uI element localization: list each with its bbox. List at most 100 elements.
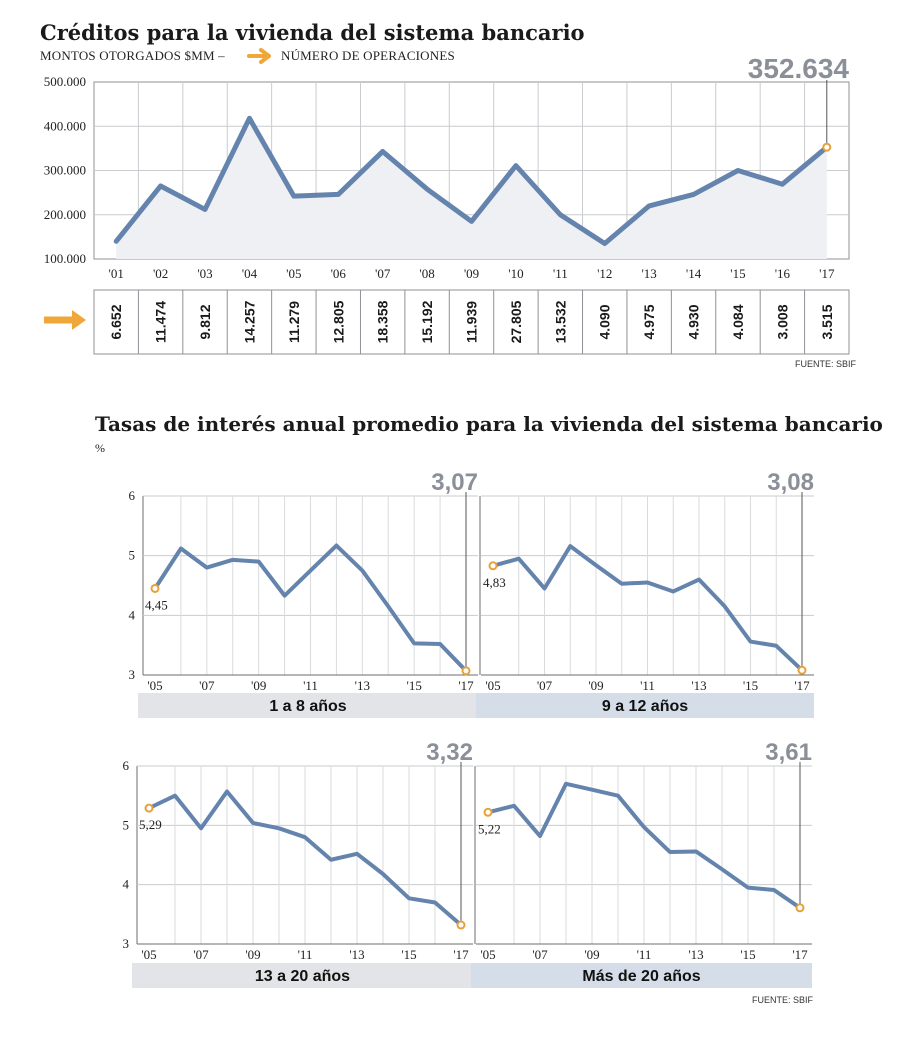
top-xtick-label: '02 — [153, 266, 168, 281]
top-xtick-label: '08 — [419, 266, 434, 281]
rate-start-label: 5,29 — [139, 817, 162, 832]
operations-value: 3.008 — [774, 304, 790, 339]
rate-xtick-label: '13 — [349, 947, 364, 962]
rate-start-label: 4,83 — [483, 575, 506, 590]
rate-xtick-label: '15 — [406, 678, 421, 693]
top-chart-title: Créditos para la vivienda del sistema ba… — [40, 20, 585, 45]
operations-value: 14.257 — [241, 300, 257, 343]
operations-value: 11.474 — [153, 301, 169, 343]
rate-ytick-label: 6 — [123, 758, 130, 773]
rate-end-marker — [795, 903, 805, 913]
top-source: FUENTE: SBIF — [794, 359, 856, 369]
operations-table — [93, 289, 850, 355]
rate-xtick-label: '05 — [147, 678, 162, 693]
rate-start-label: 5,22 — [478, 821, 501, 836]
operations-value: 15.192 — [419, 300, 435, 343]
top-xtick-label: '01 — [109, 266, 124, 281]
rate-xtick-label: '07 — [532, 947, 548, 962]
top-xtick-label: '06 — [331, 266, 347, 281]
rate-xtick-label: '13 — [691, 678, 706, 693]
top-highlight-value: 352.634 — [748, 53, 850, 84]
rate-ytick-label: 5 — [123, 817, 130, 832]
top-area — [116, 118, 827, 259]
rate-term-label: 1 a 8 años — [269, 698, 346, 715]
rate-start-marker — [488, 561, 498, 571]
top-xtick-label: '13 — [641, 266, 656, 281]
rate-term-label: Más de 20 años — [582, 968, 700, 985]
top-chart: 100.000 200.000 300.000 400.000 500.000 352.6… — [44, 53, 850, 355]
rate-end-marker — [461, 666, 471, 676]
rate-xtick-label: '17 — [458, 678, 474, 693]
rate-xtick-label: '07 — [193, 947, 209, 962]
rate-series-line — [486, 781, 802, 910]
rate-xtick-label: '11 — [298, 947, 313, 962]
rate-term-band — [138, 693, 478, 718]
top-xtick-label: '15 — [730, 266, 745, 281]
rate-start-marker — [144, 803, 154, 813]
rate-term-label: 13 a 20 años — [255, 968, 350, 985]
rate-xtick-label: '05 — [480, 947, 495, 962]
rate-end-marker — [456, 920, 466, 930]
top-ytick-label: 100.000 — [44, 251, 86, 266]
rate-series-line — [147, 789, 463, 928]
top-ytick-label: 400.000 — [44, 118, 86, 133]
rate-xtick-label: '07 — [199, 678, 215, 693]
rates-unit: % — [95, 441, 106, 455]
rate-end-label: 3,32 — [426, 739, 473, 766]
operations-value: 6.652 — [108, 304, 124, 339]
rate-ytick-label: 5 — [129, 548, 136, 563]
rate-xtick-label: '09 — [584, 947, 599, 962]
top-ytick-label: 200.000 — [44, 207, 86, 222]
rate-start-marker — [483, 807, 493, 817]
top-xtick-label: '11 — [553, 266, 568, 281]
operations-value: 9.812 — [197, 304, 213, 339]
rates-title: Tasas de interés anual promedio para la … — [95, 412, 883, 436]
operations-arrow-icon — [44, 310, 86, 330]
rate-end-marker — [797, 665, 807, 675]
rate-xtick-label: '17 — [792, 947, 808, 962]
rate-term-band — [476, 693, 814, 718]
rate-xtick-label: '15 — [743, 678, 758, 693]
rate-end-label: 3,61 — [765, 739, 812, 766]
rate-xtick-label: '07 — [537, 678, 553, 693]
top-ytick-label: 300.000 — [44, 163, 86, 178]
top-xtick-label: '14 — [686, 266, 702, 281]
rate-ytick-label: 3 — [129, 667, 136, 682]
rate-xtick-label: '11 — [303, 678, 318, 693]
arrow-icon — [247, 48, 271, 64]
rate-series-line — [491, 544, 804, 673]
rate-end-label: 3,08 — [767, 469, 814, 496]
top-xtick-label: '07 — [375, 266, 391, 281]
operations-value: 27.805 — [508, 300, 524, 343]
top-xtick-label: '03 — [197, 266, 212, 281]
rate-xtick-label: '05 — [485, 678, 500, 693]
rates-source: FUENTE: SBIF — [752, 995, 814, 1005]
rate-xtick-label: '11 — [637, 947, 652, 962]
rate-xtick-label: '05 — [141, 947, 156, 962]
operations-value: 12.805 — [330, 300, 346, 343]
rate-xtick-label: '13 — [688, 947, 703, 962]
operations-value: 11.939 — [464, 301, 480, 343]
rate-xtick-label: '09 — [588, 678, 603, 693]
rate-start-label: 4,45 — [145, 597, 168, 612]
top-end-marker — [822, 142, 832, 152]
top-xtick-label: '10 — [508, 266, 523, 281]
top-chart-subtitle-amounts: MONTOS OTORGADOS $MM – — [40, 48, 225, 63]
top-xtick-label: '12 — [597, 266, 612, 281]
top-series-line — [113, 115, 830, 247]
rate-xtick-label: '13 — [355, 678, 370, 693]
top-xtick-label: '16 — [775, 266, 791, 281]
operations-value: 11.279 — [286, 301, 302, 343]
rate-xtick-label: '11 — [640, 678, 655, 693]
rate-ytick-label: 6 — [129, 488, 136, 503]
operations-value: 4.090 — [597, 304, 613, 339]
operations-value: 4.084 — [730, 304, 746, 339]
rate-ytick-label: 3 — [123, 936, 130, 951]
rate-xtick-label: '15 — [740, 947, 755, 962]
operations-value: 4.975 — [641, 304, 657, 339]
rate-xtick-label: '09 — [251, 678, 266, 693]
rate-xtick-label: '17 — [453, 947, 469, 962]
operations-value: 18.358 — [375, 300, 391, 343]
top-xtick-label: '05 — [286, 266, 301, 281]
